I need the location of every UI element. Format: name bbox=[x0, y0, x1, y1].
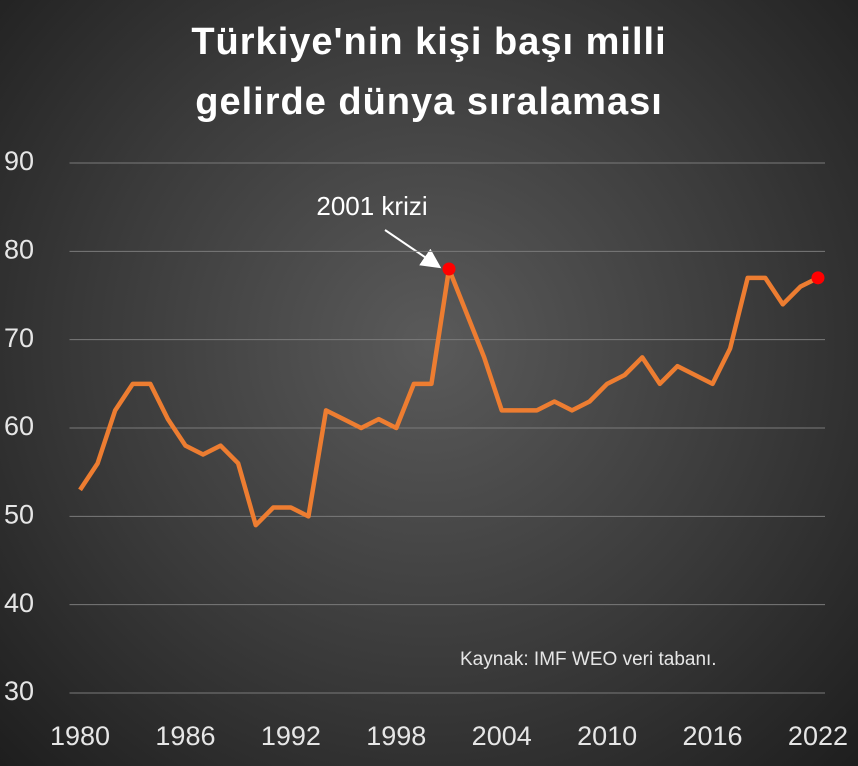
y-tick-label: 90 bbox=[4, 146, 34, 176]
x-tick-label: 1998 bbox=[366, 721, 426, 751]
y-tick-label: 50 bbox=[4, 499, 34, 529]
source-note: Kaynak: IMF WEO veri tabanı. bbox=[460, 649, 717, 670]
y-tick-label: 70 bbox=[4, 323, 34, 353]
annotation-arrow bbox=[384, 229, 442, 269]
highlight-point bbox=[442, 262, 456, 276]
x-tick-label: 1986 bbox=[155, 721, 215, 751]
y-tick-label: 80 bbox=[4, 234, 34, 264]
y-tick-label: 40 bbox=[4, 588, 34, 618]
y-tick-label: 60 bbox=[4, 411, 34, 441]
x-tick-label: 2004 bbox=[472, 721, 532, 751]
annotation: 2001 krizi bbox=[316, 191, 427, 221]
data-line bbox=[78, 266, 819, 528]
y-tick-label: 30 bbox=[4, 676, 34, 706]
x-tick-label: 2010 bbox=[577, 721, 637, 751]
x-tick-label: 1992 bbox=[261, 721, 321, 751]
chart-title: Türkiye'nin kişi başı milli gelirde düny… bbox=[191, 21, 667, 123]
x-tick-label: 2022 bbox=[788, 721, 848, 751]
x-tick-label: 1980 bbox=[50, 721, 110, 751]
highlight-point bbox=[811, 271, 825, 285]
x-tick-label: 2016 bbox=[683, 721, 743, 751]
